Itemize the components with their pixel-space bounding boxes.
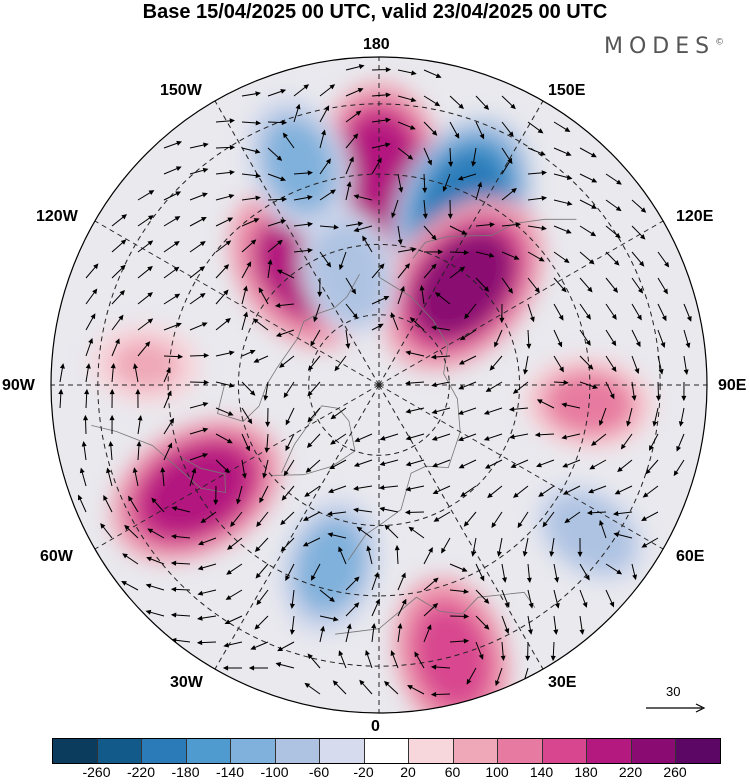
colorbar-segment [231, 739, 276, 763]
colorbar-segment [320, 739, 365, 763]
colorbar-segment [53, 739, 98, 763]
colorbar-segment [676, 739, 720, 763]
colorbar-segment [142, 739, 187, 763]
colorbar-tick-label: -60 [309, 764, 329, 780]
vector-scale-label: 30 [666, 684, 680, 699]
lon-label-60w: 60W [40, 548, 73, 566]
colorbar-tick-label: 20 [400, 764, 416, 780]
colorbar-tick-label: 260 [663, 764, 686, 780]
vector-scale-arrow [646, 700, 706, 716]
colorbar-segment [543, 739, 588, 763]
lon-label-120e: 120E [676, 208, 713, 226]
lon-label-60e: 60E [676, 548, 704, 566]
colorbar-tick-label: 180 [574, 764, 597, 780]
lon-label-0: 0 [371, 718, 380, 736]
colorbar-segment [187, 739, 232, 763]
colorbar-segment [365, 739, 410, 763]
lon-label-150e: 150E [548, 82, 585, 100]
colorbar-tick-label: -220 [127, 764, 155, 780]
lon-label-30w: 30W [170, 674, 203, 692]
colorbar-tick-label: -260 [82, 764, 110, 780]
colorbar-segment [409, 739, 454, 763]
colorbar-tick-label: -140 [216, 764, 244, 780]
lon-label-180: 180 [363, 36, 390, 54]
lon-label-150w: 150W [160, 82, 202, 100]
lon-label-90w: 90W [2, 377, 35, 395]
colorbar-segment [632, 739, 677, 763]
colorbar-segment [276, 739, 321, 763]
lon-label-120w: 120W [36, 208, 78, 226]
colorbar-segment [587, 739, 632, 763]
colorbar-tick-label: -20 [353, 764, 373, 780]
lon-label-30e: 30E [548, 674, 576, 692]
colorbar-segment [98, 739, 143, 763]
polar-map [0, 0, 750, 740]
colorbar-segment [454, 739, 499, 763]
wind-vector-head [522, 681, 525, 685]
colorbar-ticks: -260 -220 -180 -140 -100 -60 -20 20 60 100 140 180 2… [52, 764, 702, 784]
colorbar-tick-label: 60 [445, 764, 461, 780]
colorbar-tick-label: -180 [171, 764, 199, 780]
colorbar-tick-label: 100 [485, 764, 508, 780]
colorbar-tick-label: 140 [530, 764, 553, 780]
colorbar-tick-label: 220 [619, 764, 642, 780]
colorbar-tick-label: -100 [260, 764, 288, 780]
lon-label-90e: 90E [718, 377, 746, 395]
colorbar [52, 738, 721, 764]
colorbar-segment [498, 739, 543, 763]
